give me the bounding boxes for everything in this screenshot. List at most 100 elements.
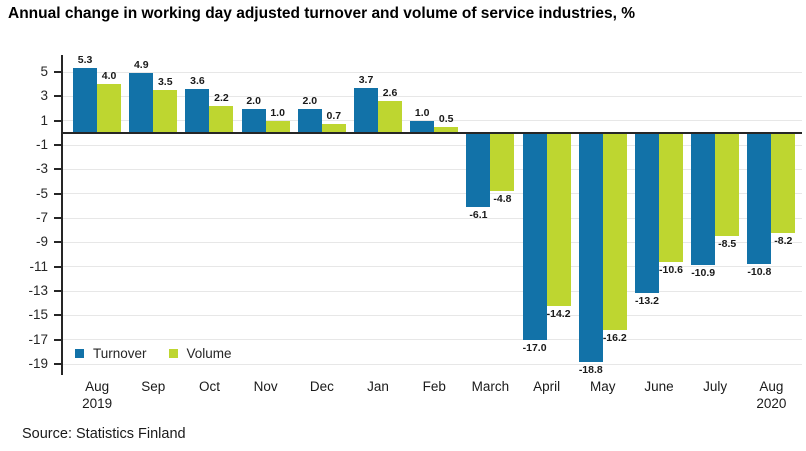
y-tick bbox=[54, 168, 62, 171]
gridline bbox=[62, 71, 802, 73]
value-label: -4.8 bbox=[493, 193, 512, 206]
bar-turnover bbox=[185, 89, 210, 133]
y-axis-label: -7 bbox=[35, 210, 48, 226]
value-label: 4.9 bbox=[133, 59, 149, 72]
value-label: 3.6 bbox=[190, 75, 205, 88]
x-axis-label: May bbox=[590, 379, 616, 394]
bar-turnover bbox=[691, 132, 716, 266]
x-axis-label: March bbox=[471, 379, 510, 394]
bar-turnover bbox=[73, 68, 98, 133]
y-tick bbox=[54, 241, 62, 244]
value-label: -10.8 bbox=[747, 266, 772, 279]
y-axis-label: -17 bbox=[28, 331, 48, 347]
value-label: 2.0 bbox=[302, 94, 318, 107]
bar-volume bbox=[209, 106, 234, 133]
x-axis-label: Dec bbox=[309, 379, 334, 394]
y-tick bbox=[54, 144, 62, 147]
value-label: 1.0 bbox=[414, 106, 430, 119]
y-tick bbox=[54, 265, 62, 268]
value-label: 5.3 bbox=[77, 54, 93, 67]
source-note: Source: Statistics Finland bbox=[22, 426, 186, 442]
value-label: -13.2 bbox=[635, 295, 659, 308]
legend: Turnover Volume bbox=[75, 344, 238, 363]
value-label: 2.6 bbox=[382, 87, 398, 100]
x-axis-label: July bbox=[703, 379, 728, 394]
gridline bbox=[62, 314, 802, 316]
value-label: -8.5 bbox=[718, 238, 737, 251]
x-axis-label: Oct bbox=[198, 379, 220, 394]
value-label: -17.0 bbox=[522, 341, 547, 354]
bar-volume bbox=[546, 132, 571, 306]
value-label: 3.7 bbox=[358, 73, 374, 86]
plot-area: 5.3 4.0 4.9 3.5 3.6 2.2 2.0 1.0 2.0 0.7 3.7 2.6 1.0 0… bbox=[54, 54, 802, 376]
gridline bbox=[62, 363, 802, 365]
x-axis-label: Nov bbox=[253, 379, 278, 394]
gridline bbox=[62, 217, 802, 219]
legend-item-volume: Volume bbox=[168, 346, 232, 361]
y-axis-label: 1 bbox=[40, 112, 48, 128]
bar-turnover bbox=[410, 120, 435, 133]
value-label: -18.8 bbox=[578, 363, 603, 376]
bar-turnover bbox=[129, 73, 154, 133]
y-tick bbox=[54, 338, 62, 341]
bar-turnover bbox=[354, 87, 379, 133]
bar-volume bbox=[658, 132, 683, 262]
gridline bbox=[62, 241, 802, 243]
value-label: -8.2 bbox=[774, 234, 793, 247]
bar-turnover bbox=[634, 132, 659, 294]
bar-volume bbox=[265, 120, 290, 133]
y-tick bbox=[54, 119, 62, 122]
value-label: 2.2 bbox=[214, 92, 229, 105]
y-tick bbox=[54, 192, 62, 195]
bar-volume bbox=[490, 132, 515, 192]
value-label: 2.0 bbox=[246, 94, 261, 107]
bar-turnover bbox=[578, 132, 603, 362]
bar-turnover bbox=[466, 132, 491, 208]
x-axis-labels: Aug 2019 Sep Oct Nov Dec Jan Feb March April May J… bbox=[62, 378, 802, 418]
bar-turnover bbox=[522, 132, 547, 340]
y-axis-label: -13 bbox=[28, 283, 48, 299]
gridline bbox=[62, 290, 802, 292]
value-label: -10.6 bbox=[659, 263, 683, 276]
y-axis-labels: 5 3 1 -1 -3 -5 -7 -9 -11 -13 -15 -17 -19 bbox=[0, 55, 54, 375]
value-label: -16.2 bbox=[602, 331, 627, 344]
gridline bbox=[62, 144, 802, 146]
y-axis-label: -11 bbox=[29, 258, 48, 274]
y-axis-line bbox=[61, 55, 63, 375]
value-label: 3.5 bbox=[157, 76, 173, 89]
bar-volume bbox=[153, 90, 178, 133]
y-tick bbox=[54, 290, 62, 293]
x-axis-label: Feb bbox=[422, 379, 446, 394]
legend-label-volume: Volume bbox=[186, 346, 232, 361]
value-label: 0.5 bbox=[438, 112, 454, 125]
value-label: 0.7 bbox=[326, 110, 342, 123]
gridline bbox=[62, 339, 802, 341]
bar-volume bbox=[715, 132, 740, 237]
gridline bbox=[62, 168, 802, 170]
y-axis-label: -9 bbox=[35, 234, 48, 250]
x-axis-label: Jan bbox=[367, 379, 389, 394]
legend-item-turnover: Turnover bbox=[75, 346, 147, 361]
gridline bbox=[62, 266, 802, 268]
volume-swatch-icon bbox=[168, 349, 178, 358]
y-tick bbox=[54, 314, 62, 317]
y-axis-label: -15 bbox=[28, 307, 48, 323]
x-axis-label: June bbox=[644, 379, 674, 394]
y-axis-label: -3 bbox=[35, 161, 48, 177]
bar-volume bbox=[434, 126, 459, 133]
bar-volume bbox=[771, 132, 796, 233]
x-axis-label: Aug 2020 bbox=[756, 379, 787, 411]
y-tick bbox=[54, 217, 62, 220]
bar-turnover bbox=[241, 108, 266, 133]
value-label: -14.2 bbox=[546, 307, 571, 320]
turnover-swatch-icon bbox=[75, 349, 84, 358]
y-tick bbox=[54, 71, 62, 74]
y-axis-label: 5 bbox=[40, 64, 48, 80]
y-axis-label: -19 bbox=[28, 356, 48, 372]
y-tick bbox=[54, 95, 62, 98]
y-tick bbox=[54, 363, 62, 366]
y-axis-label: 3 bbox=[40, 88, 48, 104]
x-axis-label: Aug 2019 bbox=[82, 379, 113, 411]
value-label: 1.0 bbox=[270, 106, 285, 119]
y-axis-label: -1 bbox=[35, 137, 48, 153]
